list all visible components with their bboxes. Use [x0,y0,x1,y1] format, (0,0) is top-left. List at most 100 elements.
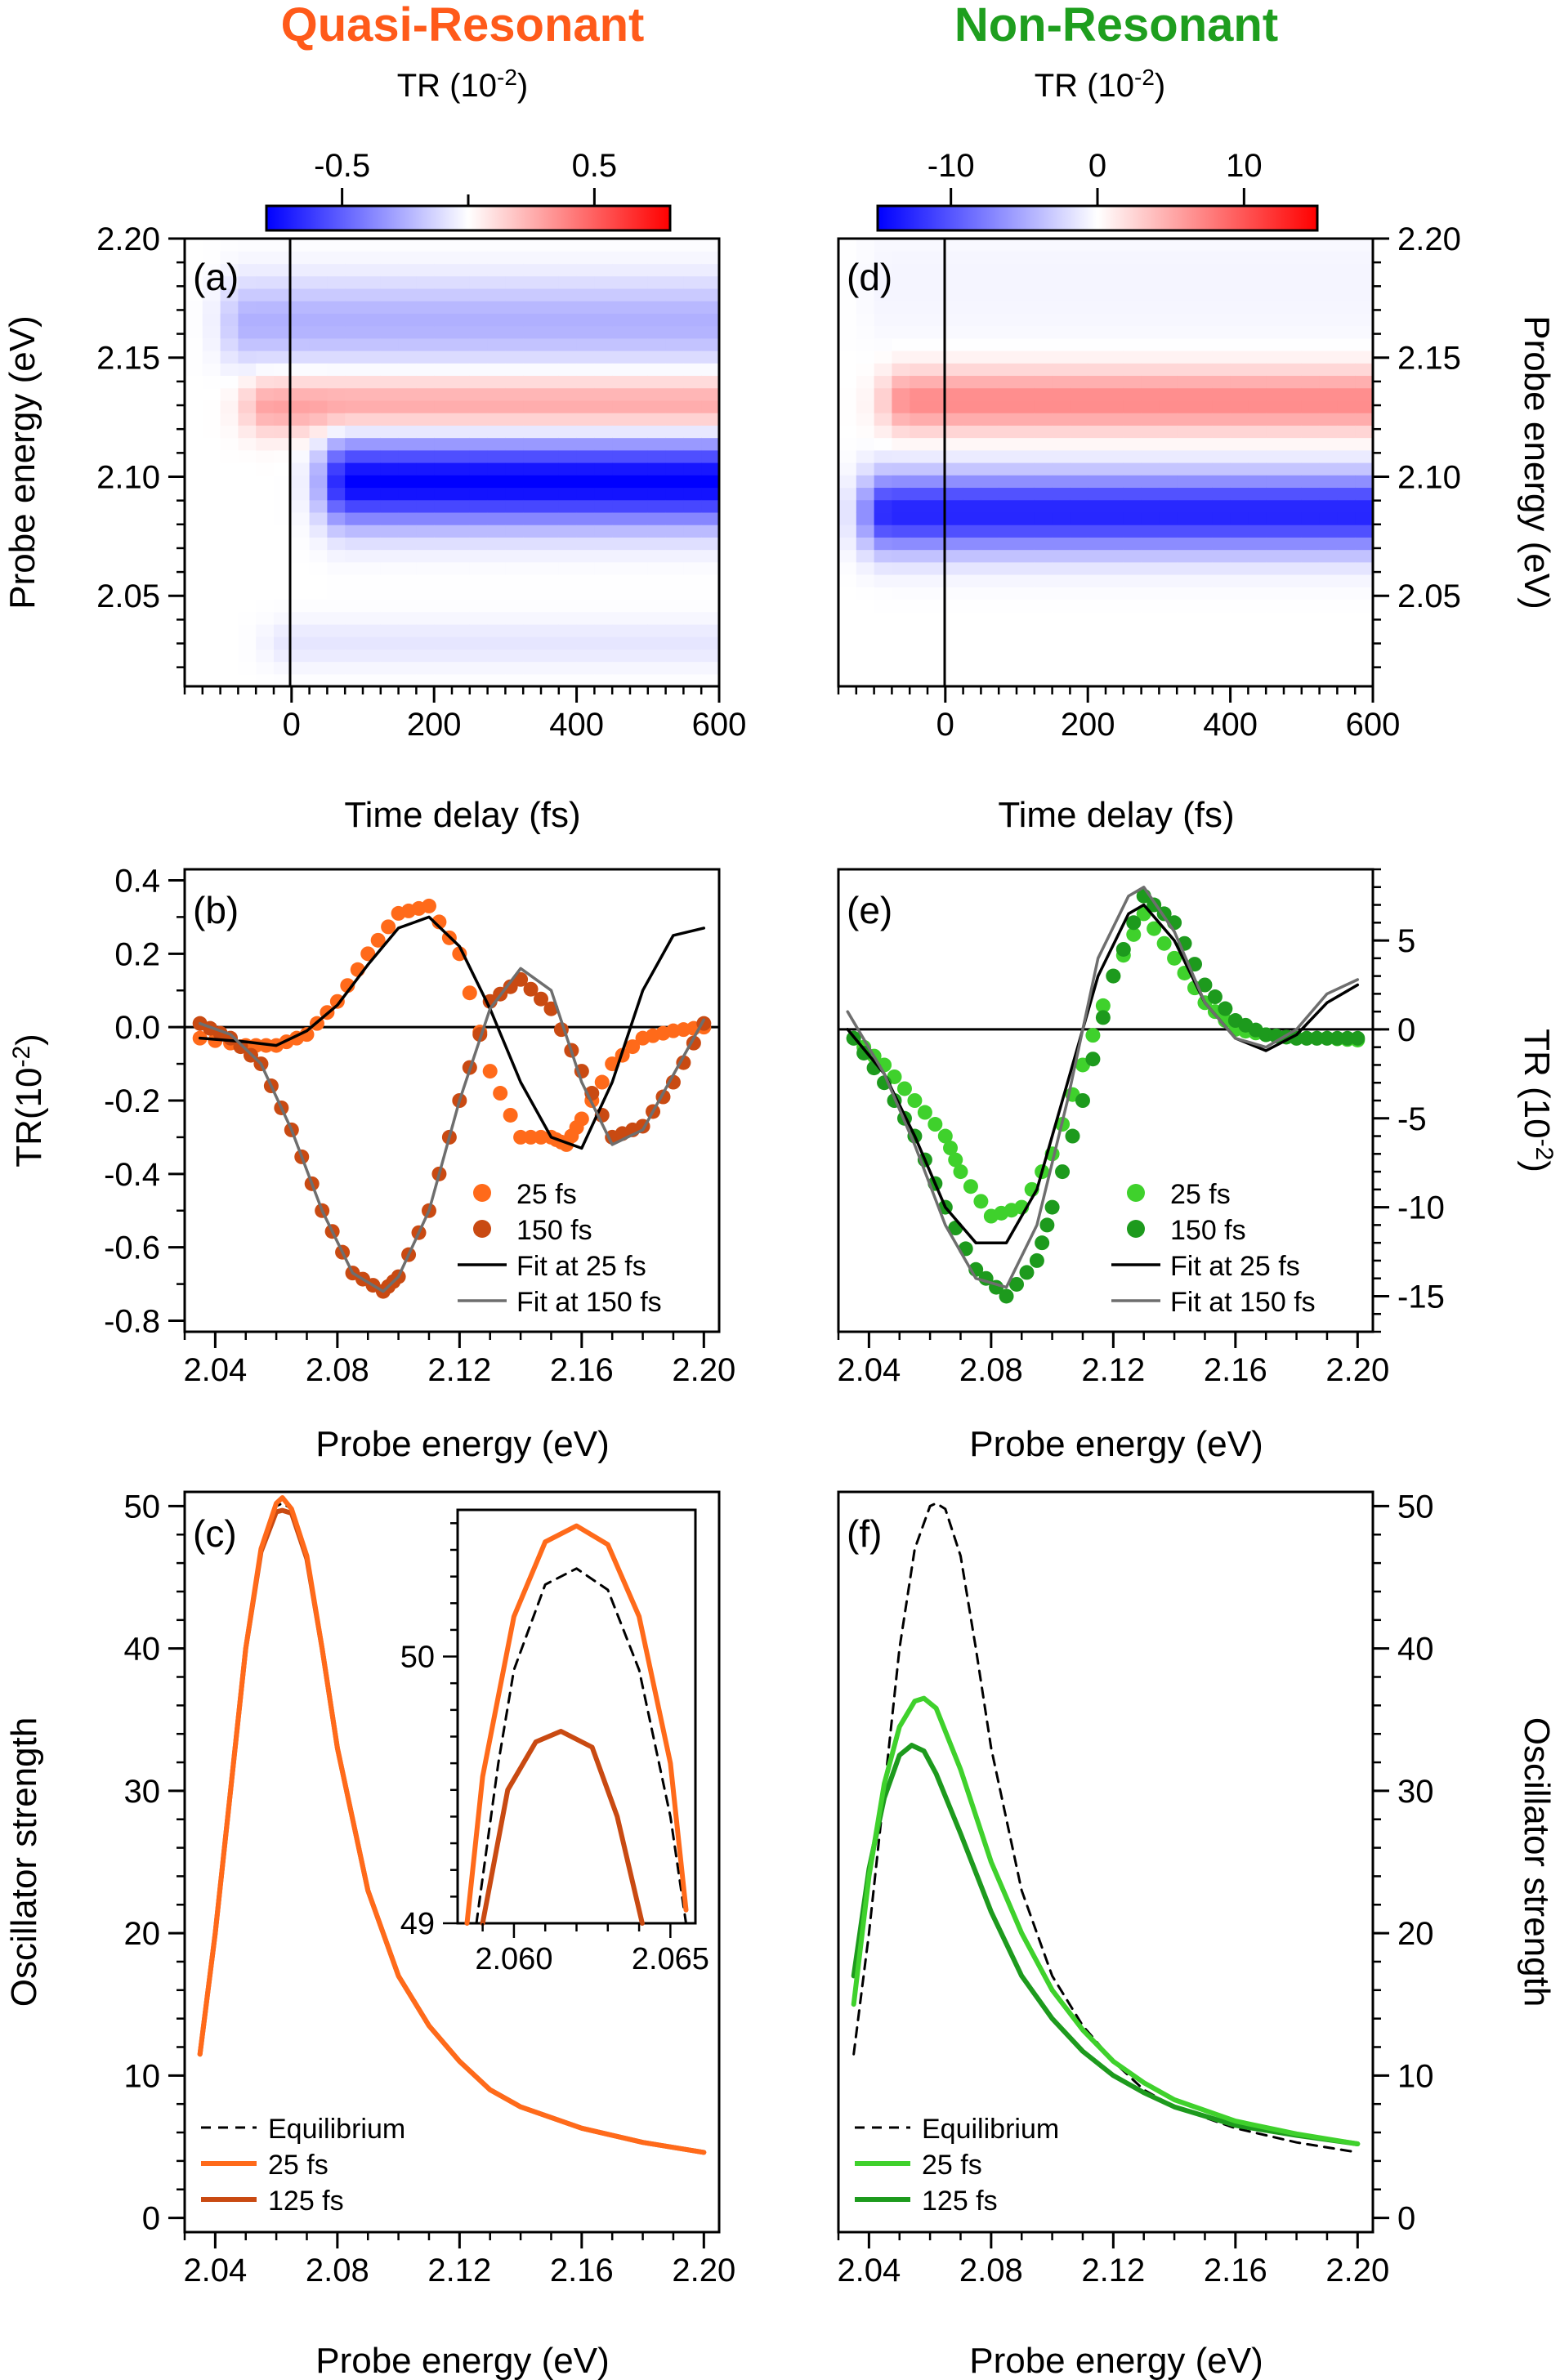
heatmap-cell-a [202,661,221,675]
heatmap-cell-a [291,475,311,489]
heatmap-cell-d [1017,387,1035,401]
heatmap-cell-a [363,337,382,351]
heatmap-cell-a [683,337,702,351]
heatmap-cell-d [892,661,910,675]
heatmap-cell-a [220,263,239,277]
heatmap-cell-d [1284,537,1303,551]
heatmap-cell-a [274,623,293,637]
heatmap-cell-a [185,337,203,351]
heatmap-cell-a [523,561,542,575]
heatmap-cell-d [1212,275,1231,289]
heatmap-cell-a [683,239,702,252]
heatmap-cell-d [874,661,892,675]
heatmap-cell-d [1230,462,1249,476]
heatmap-cell-d [1355,337,1374,351]
heatmap-cell-d [856,437,875,451]
heatmap-cell-a [363,301,382,314]
heatmap-cell-d [1319,649,1338,663]
heatmap-cell-d [1052,623,1071,637]
heatmap-cell-a [185,549,203,563]
heatmap-cell-a [291,611,311,625]
heatmap-cell-d [874,623,892,637]
legend-label: Equilibrium [922,2114,1059,2145]
heatmap-cell-d [1088,487,1106,501]
x-tick-label-c: 2.12 [427,2253,491,2288]
heatmap-cell-d [1052,561,1071,575]
heatmap-cell-d [1301,499,1321,513]
heatmap-cell-d [1123,387,1142,401]
heatmap-cell-d [1070,487,1088,501]
heatmap-cell-d [1106,587,1124,601]
heatmap-cell-a [665,400,684,413]
heatmap-cell-d [1141,599,1160,613]
heatmap-cell-d [1070,611,1088,625]
heatmap-cell-d [1266,288,1285,301]
heatmap-cell-d [1017,437,1035,451]
heatmap-cell-d [1034,313,1053,327]
heatmap-cell-a [576,263,595,277]
heatmap-cell-a [202,449,221,463]
heatmap-cell-a [558,337,578,351]
heatmap-cell-d [1301,525,1321,538]
heatmap-cell-d [1088,437,1106,451]
heatmap-cell-d [999,649,1017,663]
heatmap-cell-d [1301,375,1321,389]
heatmap-cell-d [856,549,875,563]
heatmap-cell-a [327,574,346,587]
heatmap-cell-d [1177,363,1196,377]
heatmap-cell-a [380,511,400,525]
heatmap-cell-d [1266,239,1285,252]
heatmap-cell-d [910,351,928,364]
legend-label: 150 fs [516,1215,592,1246]
heatmap-cell-a [505,561,524,575]
heatmap-cell-a [523,623,542,637]
heatmap-cell-d [1212,649,1231,663]
heatmap-cell-d [1195,313,1214,327]
heatmap-cell-d [910,661,928,675]
heatmap-cell-d [1177,337,1196,351]
heatmap-cell-d [1230,437,1249,451]
heatmap-cell-a [363,239,382,252]
header-non-resonant: Non-Resonant [954,0,1278,51]
heatmap-cell-a [612,511,631,525]
heatmap-cell-d [1123,263,1142,277]
y-tick-label-b: 0.2 [114,936,160,972]
heatmap-cell-d [928,263,946,277]
heatmap-cell-a [380,462,400,476]
heatmap-cell-d [1177,525,1196,538]
heatmap-cell-d [1266,400,1285,413]
heatmap-cell-d [1248,475,1267,489]
heatmap-cell-d [1070,599,1088,613]
heatmap-cell-a [523,387,542,401]
heatmap-cell-a [363,673,382,687]
heatmap-cell-d [1052,325,1071,339]
heatmap-cell-d [1248,337,1267,351]
panel-label-f: (f) [847,1512,882,1555]
heatmap-cell-a [291,425,311,439]
heatmap-cell-d [1301,325,1321,339]
heatmap-cell-a [487,275,506,289]
heatmap-cell-d [1088,537,1106,551]
heatmap-cell-d [1106,400,1124,413]
y-tick-label-f: 10 [1397,2058,1434,2094]
heatmap-cell-d [1034,400,1053,413]
heatmap-cell-a [416,462,435,476]
heatmap-cell-a [434,387,453,401]
heatmap-cell-a [594,462,613,476]
heatmap-cell-d [981,363,999,377]
heatmap-cell-a [238,649,257,663]
heatmap-cell-a [256,351,275,364]
heatmap-cell-a [291,549,311,563]
heatmap-cell-d [1052,301,1071,314]
heatmap-cell-a [541,511,560,525]
heatmap-cell-d [928,537,946,551]
heatmap-cell-d [1088,425,1106,439]
heatmap-cell-d [910,574,928,587]
heatmap-cell-d [945,611,964,625]
heatmap-cell-d [838,351,857,364]
heatmap-cell-d [1195,561,1214,575]
heatmap-cell-a [363,561,382,575]
heatmap-cell-a [291,413,311,426]
heatmap-cell-d [1141,549,1160,563]
